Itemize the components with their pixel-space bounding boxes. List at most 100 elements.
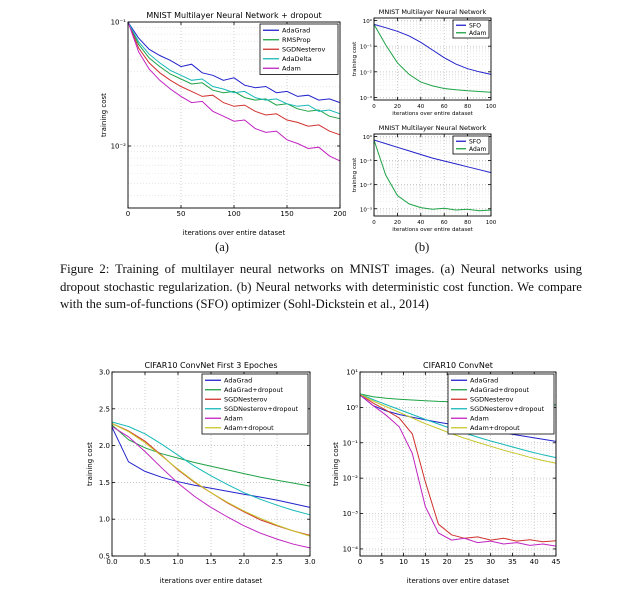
subfigure-label-b: (b): [414, 240, 430, 254]
svg-text:5: 5: [380, 558, 384, 566]
chart-cifar10-first3-epoches: 0.0 0.5 1.0 1.5 2.0 2.5 3.0 0.5 1.0 1.5 2.0 2.5 3.0 C…: [84, 356, 316, 586]
svg-text:Adam: Adam: [469, 146, 486, 153]
svg-text:Adam+dropout: Adam+dropout: [470, 424, 520, 432]
svg-text:iterations over entire dataset: iterations over entire dataset: [392, 111, 473, 117]
svg-text:10⁻³: 10⁻³: [360, 95, 372, 102]
svg-text:2.0: 2.0: [238, 558, 249, 566]
svg-text:2.5: 2.5: [99, 405, 110, 413]
svg-text:CIFAR10 ConvNet First 3 Epoche: CIFAR10 ConvNet First 3 Epoches: [144, 361, 277, 370]
svg-text:training cost: training cost: [86, 442, 94, 486]
svg-text:10⁰: 10⁰: [346, 404, 358, 412]
svg-text:40: 40: [530, 558, 539, 566]
svg-text:2.5: 2.5: [271, 558, 282, 566]
svg-text:10⁻²: 10⁻²: [111, 143, 127, 151]
svg-text:100: 100: [486, 104, 496, 110]
svg-text:training cost: training cost: [352, 41, 358, 76]
svg-text:0: 0: [372, 220, 376, 226]
svg-text:1.5: 1.5: [205, 558, 216, 566]
svg-text:iterations over entire dataset: iterations over entire dataset: [183, 229, 286, 237]
chart_d-canvas: 0 5 10 15 20 25 30 35 40 45 10¹ 10⁰ 10⁻¹ 10⁻² 10⁻³ 10⁻⁴…: [332, 361, 561, 585]
svg-text:10⁰: 10⁰: [363, 134, 373, 141]
svg-text:Adam: Adam: [282, 64, 301, 72]
svg-text:45: 45: [552, 558, 561, 566]
svg-text:RMSProp: RMSProp: [282, 36, 311, 44]
chart_b2-canvas: 0 20 40 60 80 100 10⁰ 10⁻¹ 10⁻² 10⁻³ MNIST Multila…: [352, 124, 496, 233]
chart_b1-canvas: 0 20 40 60 80 100 10⁰ 10⁻¹ 10⁻² 10⁻³ MNIST Multila…: [352, 8, 496, 117]
svg-text:training cost: training cost: [352, 157, 358, 192]
svg-text:0.5: 0.5: [139, 558, 150, 566]
svg-text:40: 40: [417, 220, 424, 226]
svg-text:1.0: 1.0: [99, 516, 110, 524]
figure-caption: Figure 2: Training of multilayer neural …: [60, 262, 582, 312]
svg-text:SGDNesterov: SGDNesterov: [470, 395, 513, 403]
svg-text:10⁻¹: 10⁻¹: [343, 439, 359, 447]
svg-text:AdaGrad: AdaGrad: [282, 26, 310, 34]
svg-text:150: 150: [280, 210, 293, 218]
svg-text:2.0: 2.0: [99, 442, 110, 450]
svg-text:200: 200: [333, 210, 346, 218]
svg-text:iterations over entire dataset: iterations over entire dataset: [392, 227, 473, 233]
svg-text:10⁻⁴: 10⁻⁴: [343, 545, 359, 553]
svg-text:20: 20: [443, 558, 452, 566]
svg-text:100: 100: [486, 220, 496, 226]
svg-text:iterations over entire dataset: iterations over entire dataset: [407, 577, 510, 585]
svg-text:100: 100: [227, 210, 240, 218]
svg-text:3.0: 3.0: [99, 369, 110, 377]
svg-text:15: 15: [421, 558, 430, 566]
svg-text:training cost: training cost: [100, 93, 108, 137]
svg-text:0.5: 0.5: [99, 553, 110, 561]
svg-text:MNIST Multilayer Neural Networ: MNIST Multilayer Neural Network: [379, 124, 487, 132]
svg-text:10⁻¹: 10⁻¹: [360, 44, 372, 51]
svg-text:iterations over entire dataset: iterations over entire dataset: [160, 577, 263, 585]
svg-text:10⁻¹: 10⁻¹: [111, 19, 127, 27]
svg-text:CIFAR10 ConvNet: CIFAR10 ConvNet: [423, 361, 493, 370]
chart-mnist-mlp-sfo-bottom: 0 20 40 60 80 100 10⁰ 10⁻¹ 10⁻² 10⁻³ MNIST Multila…: [348, 122, 496, 234]
svg-text:SGDNesterov: SGDNesterov: [282, 45, 325, 53]
svg-text:SFO: SFO: [469, 138, 481, 145]
chart-mnist-mlp-dropout: 0 50 100 150 200 10⁻¹ 10⁻² MNIST Multilayer Neu…: [98, 6, 346, 238]
svg-text:Adam: Adam: [224, 414, 243, 422]
svg-text:0: 0: [372, 104, 376, 110]
chart-cifar10-convnet: 0 5 10 15 20 25 30 35 40 45 10¹ 10⁰ 10⁻¹ 10⁻² 10⁻³ 10⁻⁴…: [330, 356, 562, 586]
svg-text:0.0: 0.0: [106, 558, 117, 566]
svg-text:10⁻³: 10⁻³: [343, 510, 359, 518]
svg-text:0: 0: [358, 558, 362, 566]
chart-mnist-mlp-sfo-top: 0 20 40 60 80 100 10⁰ 10⁻¹ 10⁻² 10⁻³ MNIST Multila…: [348, 6, 496, 118]
svg-text:0: 0: [126, 210, 130, 218]
subfigure-label-a: (a): [215, 240, 229, 254]
svg-text:10⁰: 10⁰: [363, 18, 373, 25]
svg-text:20: 20: [394, 104, 401, 110]
svg-text:training cost: training cost: [332, 442, 340, 486]
svg-text:3.0: 3.0: [304, 558, 315, 566]
svg-text:35: 35: [508, 558, 517, 566]
svg-text:60: 60: [441, 220, 448, 226]
svg-text:MNIST Multilayer Neural Networ: MNIST Multilayer Neural Network + dropou…: [146, 11, 321, 20]
svg-text:80: 80: [464, 220, 471, 226]
svg-text:20: 20: [394, 220, 401, 226]
svg-text:Adam: Adam: [469, 30, 486, 37]
svg-text:10⁻²: 10⁻²: [360, 182, 372, 189]
svg-text:Adam+dropout: Adam+dropout: [224, 424, 274, 432]
svg-text:10¹: 10¹: [346, 369, 358, 377]
chart_c-canvas: 0.0 0.5 1.0 1.5 2.0 2.5 3.00.51.01.52.02.53.0C…: [86, 361, 316, 585]
svg-text:AdaGrad+dropout: AdaGrad+dropout: [224, 386, 284, 394]
svg-text:80: 80: [464, 104, 471, 110]
svg-text:25: 25: [464, 558, 473, 566]
svg-text:AdaGrad: AdaGrad: [224, 376, 252, 384]
svg-text:40: 40: [417, 104, 424, 110]
svg-text:AdaGrad: AdaGrad: [470, 376, 498, 384]
svg-text:10: 10: [399, 558, 408, 566]
svg-text:MNIST Multilayer Neural Networ: MNIST Multilayer Neural Network: [379, 8, 487, 16]
svg-text:SGDNesterov: SGDNesterov: [224, 395, 267, 403]
chart_a-canvas: 0 50 100 150 200 10⁻¹ 10⁻² MNIST Multilayer Neu…: [100, 11, 346, 237]
svg-text:10⁻³: 10⁻³: [360, 206, 372, 213]
svg-text:SGDNesterov+dropout: SGDNesterov+dropout: [224, 405, 299, 413]
svg-text:60: 60: [441, 104, 448, 110]
svg-text:AdaDelta: AdaDelta: [282, 55, 312, 63]
svg-text:SFO: SFO: [469, 22, 481, 29]
svg-text:SGDNesterov+dropout: SGDNesterov+dropout: [470, 405, 545, 413]
svg-text:1.0: 1.0: [172, 558, 183, 566]
svg-text:1.5: 1.5: [99, 479, 110, 487]
svg-text:10⁻²: 10⁻²: [360, 69, 372, 76]
